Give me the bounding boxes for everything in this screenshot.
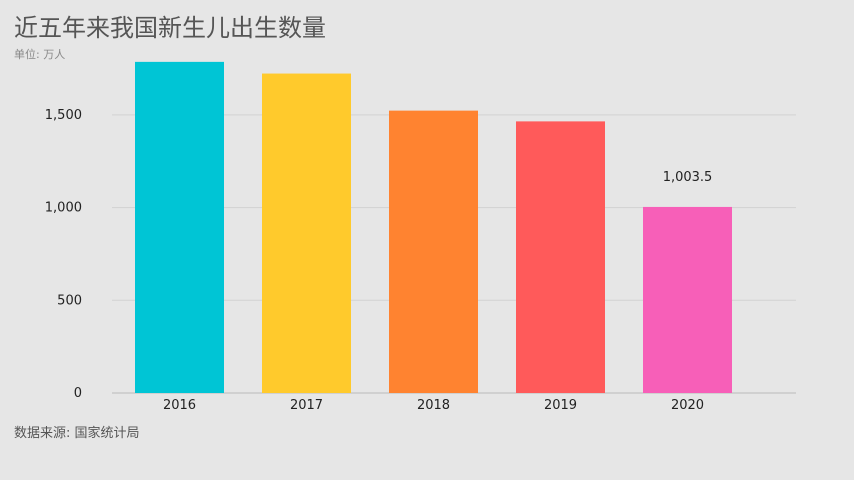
y-axis-ticks: 0 500 1,000 1,500 xyxy=(45,108,82,401)
y-tick-label: 0 xyxy=(74,386,82,401)
chart-title: 近五年来我国新生儿出生数量 xyxy=(14,14,326,42)
bar-2016 xyxy=(135,61,224,394)
data-label: 1,003.5 xyxy=(663,170,713,185)
bar-chart: 0 500 1,000 1,500 2016 2017 2018 2019 2020 1,00… xyxy=(45,61,796,413)
x-axis-ticks: 2016 2017 2018 2019 2020 xyxy=(163,398,704,413)
data-source: 数据来源: 国家统计局 xyxy=(14,426,140,441)
bar-2019 xyxy=(516,121,605,394)
data-labels: 1,003.5 xyxy=(663,170,713,185)
bar-2018 xyxy=(389,110,478,394)
x-tick-label: 2017 xyxy=(290,398,323,413)
x-tick-label: 2020 xyxy=(671,398,704,413)
bar-2020 xyxy=(643,206,732,393)
y-tick-label: 500 xyxy=(57,293,82,308)
x-tick-label: 2019 xyxy=(544,398,577,413)
bars xyxy=(135,61,732,394)
y-tick-label: 1,500 xyxy=(45,108,82,123)
bar-2017 xyxy=(262,73,351,394)
x-tick-label: 2018 xyxy=(417,398,450,413)
chart-subtitle: 单位: 万人 xyxy=(14,48,66,61)
y-tick-label: 1,000 xyxy=(45,201,82,216)
x-tick-label: 2016 xyxy=(163,398,196,413)
